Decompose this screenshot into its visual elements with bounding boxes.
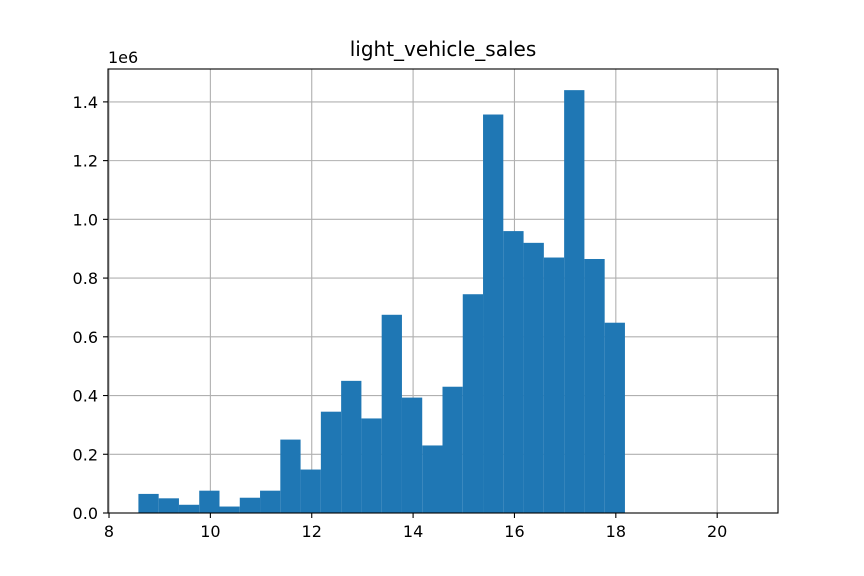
histogram-bar [239,497,261,513]
histogram-bar [381,314,402,513]
histogram-bar [462,294,484,513]
x-tick-label: 18 [606,522,626,541]
x-axis-ticks: 8 10 12 14 16 18 20 [104,513,727,541]
y-tick-label: 0.8 [73,269,98,288]
y-axis-offset-label: 1e6 [108,48,138,67]
x-tick-label: 16 [504,522,524,541]
histogram-bar [199,490,220,513]
histogram-bar [503,231,524,513]
histogram-bar [401,397,423,513]
x-tick-label: 20 [707,522,727,541]
x-tick-label: 8 [104,522,114,541]
histogram-bar [584,258,605,513]
x-tick-label: 12 [302,522,322,541]
histogram-bar [320,411,342,513]
histogram-bar [523,242,544,514]
y-tick-label: 0.2 [73,445,98,464]
y-tick-label: 1.4 [73,93,98,112]
y-axis-ticks: 0.0 0.2 0.4 0.6 0.8 1.0 1.2 1.4 [73,93,108,523]
y-tick-label: 0.0 [73,504,98,523]
histogram-bar [442,386,463,513]
histogram-bar [138,493,159,513]
histogram-bar [260,490,281,513]
chart-title: light_vehicle_sales [350,37,537,61]
histogram-bar [280,439,301,513]
histogram-bar [300,469,321,513]
histogram-bar [341,380,362,513]
x-tick-label: 14 [403,522,423,541]
histogram-bar [604,322,625,513]
histogram-bar [543,257,565,513]
x-tick-label: 10 [200,522,220,541]
histogram-bar [564,90,585,514]
plot-area-frame [107,68,779,514]
histogram-bar [422,445,443,513]
histogram-bar [483,114,504,514]
y-tick-label: 1.0 [73,210,98,229]
y-tick-label: 0.4 [73,387,98,406]
y-tick-label: 0.6 [73,328,98,347]
histogram-bar [158,498,179,513]
histogram-bar [361,418,382,513]
histogram-bar [219,506,240,513]
histogram-bars [138,90,625,514]
y-tick-label: 1.2 [73,152,98,171]
histogram-bar [178,504,200,513]
